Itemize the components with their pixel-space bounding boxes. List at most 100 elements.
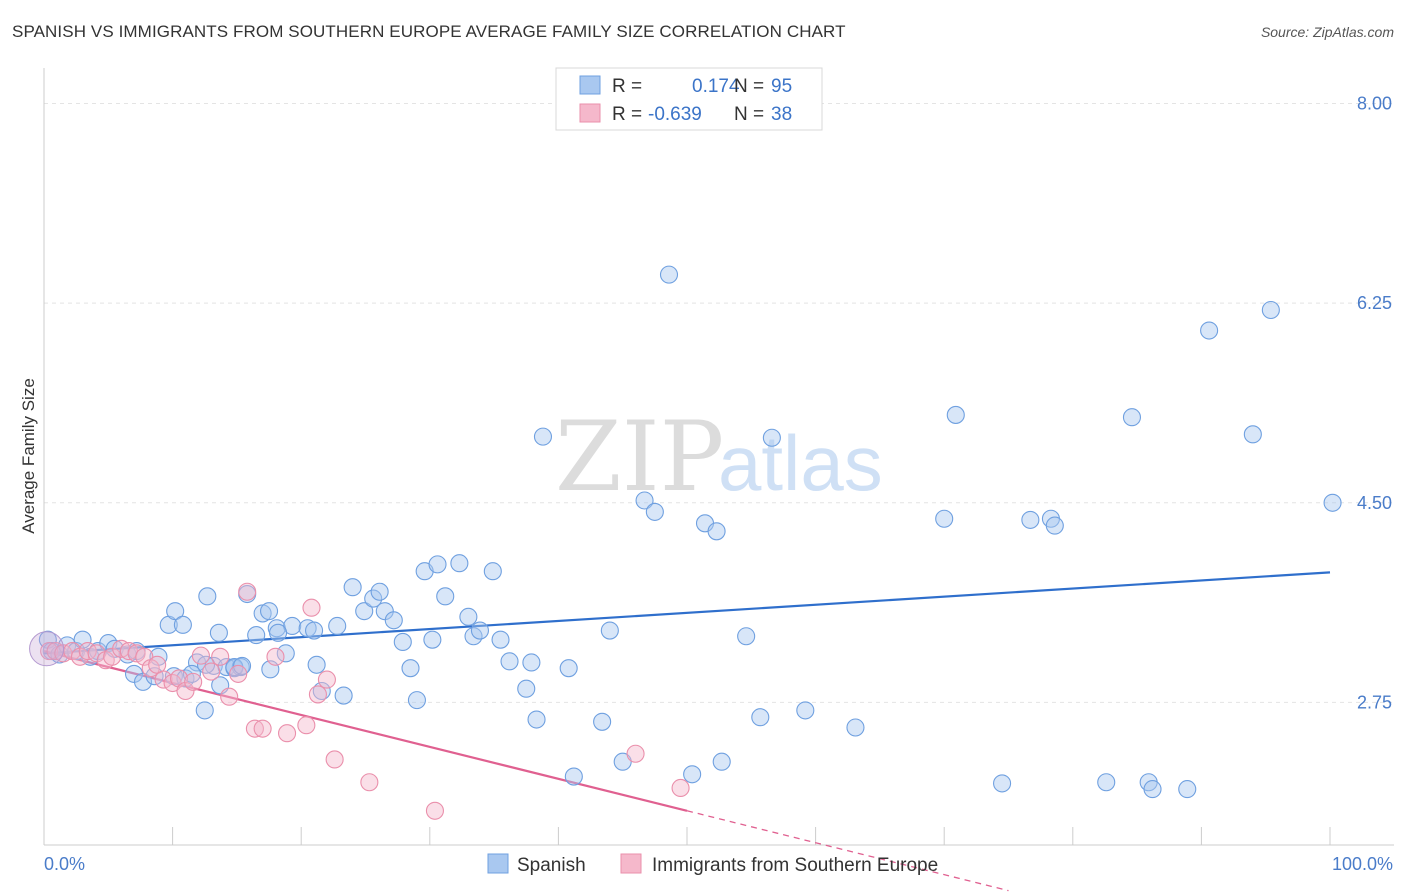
chart-title: SPANISH VS IMMIGRANTS FROM SOUTHERN EURO…	[12, 22, 846, 41]
series-legend-label-immigrants: Immigrants from Southern Europe	[652, 855, 938, 876]
data-point	[135, 647, 154, 666]
x-tick-labels: 0.0% 100.0%	[44, 854, 1393, 874]
data-point	[269, 623, 288, 642]
trend-line-spanish	[43, 571, 1331, 655]
data-point	[423, 630, 442, 649]
data-point	[163, 673, 182, 693]
data-point	[1323, 493, 1342, 512]
data-point	[393, 632, 412, 651]
legend-n-value-spanish: 95	[771, 76, 792, 97]
data-point	[683, 765, 702, 784]
data-point	[355, 602, 374, 621]
legend-r-value-spanish: 0.174	[692, 76, 740, 97]
data-point	[522, 653, 541, 672]
data-point	[436, 587, 455, 606]
x-tick-label-1: 100.0%	[1332, 854, 1393, 874]
data-point	[343, 578, 362, 597]
data-point	[1243, 425, 1262, 444]
series-immigrants	[40, 582, 690, 820]
stats-legend: R = 0.174 N = 95 R = -0.639 N = 38	[555, 67, 823, 131]
data-point	[173, 615, 192, 634]
series-legend: Spanish Immigrants from Southern Europe	[487, 853, 938, 876]
data-point	[384, 611, 403, 630]
data-point	[796, 701, 815, 720]
y-tick-labels: 2.75 4.50 6.25 8.00	[1357, 94, 1392, 713]
data-point	[470, 621, 490, 640]
data-point	[425, 801, 444, 820]
legend-r-label-immigrants: R =	[612, 104, 642, 125]
y-tick-label-3: 8.00	[1357, 94, 1392, 114]
legend-n-label-spanish: N =	[734, 76, 764, 97]
data-point	[707, 522, 726, 541]
data-point	[527, 710, 546, 729]
data-point	[231, 657, 250, 677]
data-point	[133, 672, 153, 691]
trend-line-immigrants	[43, 650, 688, 812]
trend-lines	[43, 571, 1331, 892]
data-point	[40, 642, 59, 661]
data-point	[302, 598, 321, 617]
source-credit: Source: ZipAtlas.com	[1260, 24, 1394, 40]
data-point	[276, 644, 295, 663]
data-point	[166, 602, 185, 621]
legend-swatch-spanish	[579, 75, 601, 95]
data-point	[428, 555, 447, 574]
data-point	[645, 502, 664, 521]
watermark: ZIP atlas	[555, 401, 883, 513]
data-point	[712, 752, 731, 771]
watermark-zip: ZIP	[555, 401, 724, 513]
data-point	[297, 716, 316, 735]
data-point	[500, 652, 519, 671]
data-point	[517, 679, 536, 698]
data-point	[266, 647, 285, 666]
data-point	[211, 647, 230, 666]
data-point	[253, 719, 272, 738]
series-legend-swatch-spanish	[487, 853, 509, 874]
data-point	[946, 405, 965, 424]
data-point	[564, 767, 583, 786]
data-points	[29, 265, 1342, 820]
data-point	[626, 744, 645, 763]
y-tick-label-2: 6.25	[1357, 293, 1392, 313]
data-point	[559, 659, 578, 678]
y-tick-label-0: 2.75	[1357, 692, 1392, 712]
data-point	[659, 265, 679, 284]
data-point	[935, 509, 954, 528]
y-axis-title: Average Family Size	[19, 378, 38, 534]
data-point	[334, 686, 353, 705]
data-point	[370, 582, 389, 601]
series-legend-swatch-immigrants	[620, 853, 642, 874]
legend-n-value-immigrants: 38	[771, 104, 792, 125]
data-point	[176, 681, 195, 701]
data-point	[600, 621, 619, 640]
y-tick-label-1: 4.50	[1357, 493, 1392, 513]
axes	[43, 68, 1394, 846]
data-point	[307, 655, 326, 674]
cluster-point	[29, 631, 65, 667]
x-tick-label-0: 0.0%	[44, 854, 85, 874]
series-spanish	[38, 265, 1342, 799]
data-point	[364, 589, 383, 608]
data-point	[635, 491, 654, 510]
legend-r-value-immigrants: -0.639	[648, 104, 702, 125]
data-point	[191, 646, 210, 665]
legend-n-label-immigrants: N =	[734, 104, 764, 125]
data-point	[1097, 773, 1116, 792]
data-point	[1261, 300, 1280, 320]
data-point	[328, 616, 347, 636]
data-point	[220, 687, 239, 706]
legend-swatch-immigrants	[579, 103, 601, 123]
data-point	[737, 627, 756, 646]
data-point	[247, 626, 266, 645]
data-point	[198, 587, 217, 606]
watermark-atlas: atlas	[718, 419, 883, 507]
data-point	[1021, 510, 1040, 529]
data-point	[401, 659, 420, 678]
data-point	[195, 701, 214, 720]
data-point	[259, 602, 279, 621]
data-point	[491, 630, 510, 649]
data-point	[360, 773, 379, 792]
data-point	[533, 427, 553, 446]
data-point	[459, 607, 478, 626]
